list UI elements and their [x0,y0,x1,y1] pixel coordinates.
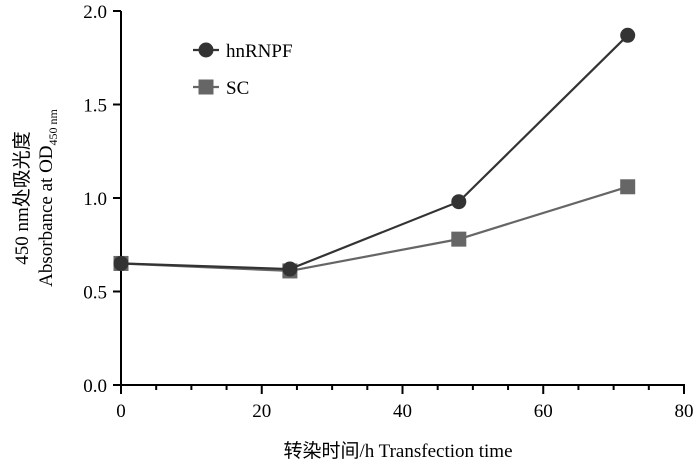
y-tick-label: 0.5 [83,283,107,304]
series-sc [113,179,636,279]
x-tick-label: 20 [252,401,271,422]
data-point [451,231,467,247]
data-point [451,194,467,210]
y-axis-title-line1: 450 nm处吸光度 [11,131,33,265]
y-axis-title-subscript: 450 nm [46,108,60,145]
x-tick-label: 0 [116,401,126,422]
data-point [282,261,298,277]
y-tick-label: 1.5 [83,96,107,117]
series-hnrnpf [113,27,636,277]
series-layer [113,27,636,279]
legend-marker [198,79,214,95]
y-axis-title-prefix: Absorbance at OD [36,145,57,286]
y-tick-label: 1.0 [83,189,107,210]
data-point [113,255,129,271]
x-tick-label: 80 [675,401,694,422]
data-point [620,27,636,43]
legend-item-sc: SC [193,78,249,99]
y-tick-label: 2.0 [83,2,107,23]
legend-label: SC [226,78,249,99]
y-tick-label: 0.0 [83,376,107,397]
legend-item-hnrnpf: hnRNPF [193,41,293,62]
y-axis-title-line2: Absorbance at OD450 nm [36,108,60,286]
x-tick-label: 40 [393,401,412,422]
legend-label: hnRNPF [226,41,293,62]
legend-marker [198,42,214,58]
x-tick-label: 60 [534,401,553,422]
axis-ticks: 0.0 0.5 1.0 1.5 2.0 0 20 40 60 80 [83,2,693,422]
data-point [620,179,636,195]
x-axis-title: 转染时间/h Transfection time [283,440,512,462]
legend: hnRNPF SC [193,41,293,99]
series-line [120,185,629,273]
series-line [120,34,629,271]
